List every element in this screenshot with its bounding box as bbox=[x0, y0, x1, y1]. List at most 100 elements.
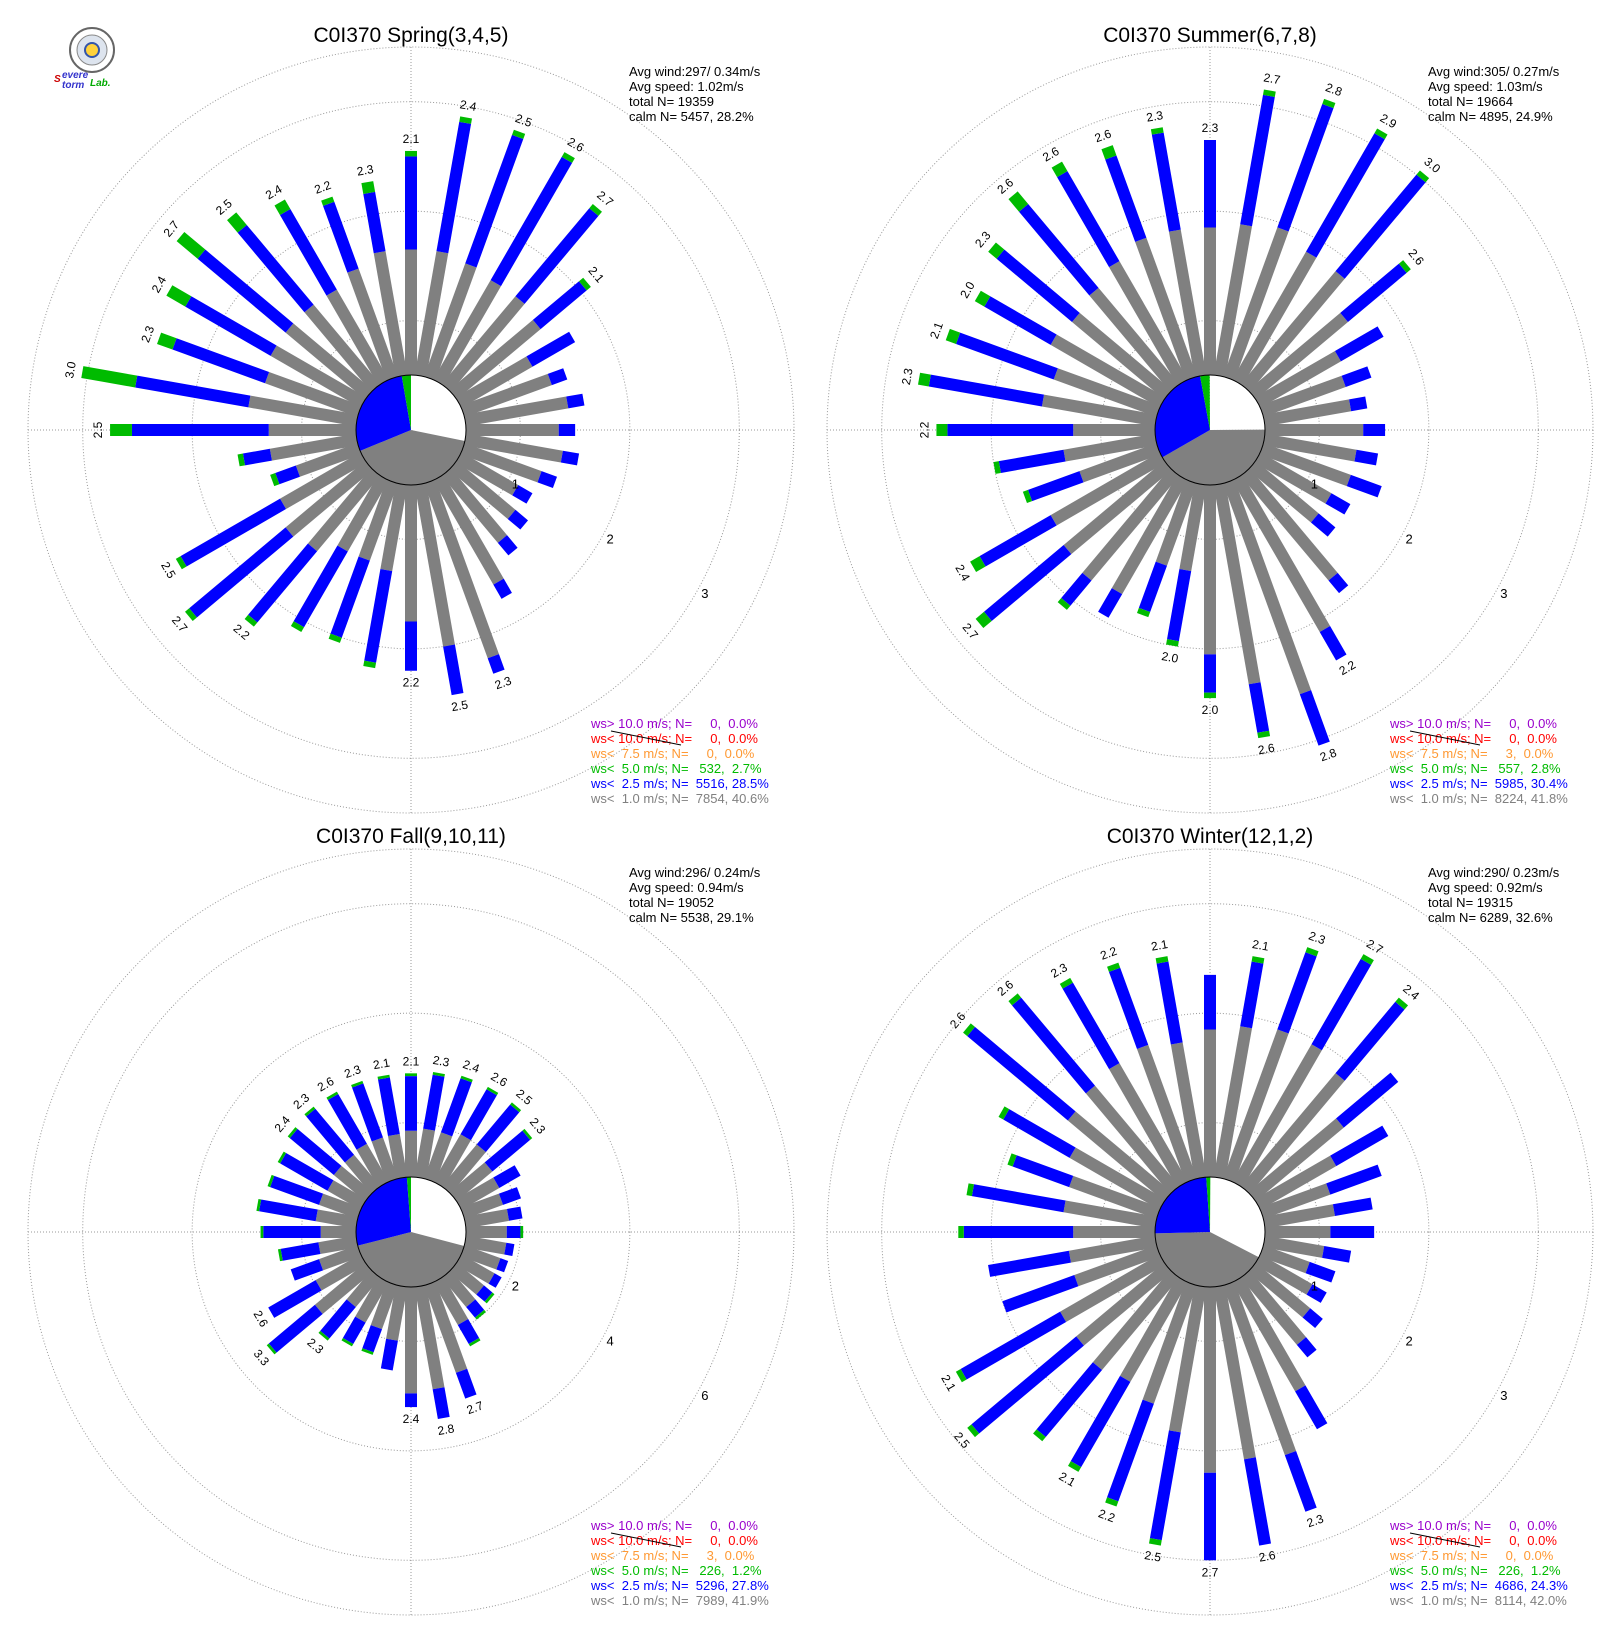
bar-segment bbox=[280, 1242, 321, 1261]
bar-segment bbox=[342, 1316, 366, 1344]
bar-segment bbox=[386, 1285, 408, 1341]
bar-segment bbox=[248, 543, 318, 623]
bar-segment bbox=[1346, 474, 1382, 498]
bar-segment bbox=[432, 1387, 450, 1419]
bar-segment bbox=[433, 1134, 471, 1188]
calm-pie bbox=[1154, 374, 1266, 486]
bar-segment bbox=[504, 1242, 515, 1256]
bar-segment bbox=[1240, 1270, 1307, 1345]
peak-label: 2.6 bbox=[1257, 741, 1276, 758]
direction-bar bbox=[449, 460, 529, 530]
bar-segment bbox=[1142, 1281, 1197, 1404]
bar-segment bbox=[355, 1276, 389, 1323]
peak-label: 2.5 bbox=[1143, 1548, 1162, 1565]
stat-avg-speed: Avg speed: 0.94m/s bbox=[629, 880, 744, 895]
calm-pie bbox=[355, 374, 467, 486]
bar-segment bbox=[327, 1180, 367, 1210]
peak-label: 2.7 bbox=[161, 218, 183, 240]
direction-bar bbox=[1254, 1125, 1389, 1210]
peak-label: 2.6 bbox=[251, 1308, 272, 1330]
bar-segment bbox=[493, 1165, 521, 1188]
ring-label: 3 bbox=[701, 586, 708, 601]
direction-bar bbox=[449, 1262, 495, 1304]
legend-entry: ws> 10.0 m/s; N= 0, 0.0% bbox=[590, 716, 758, 731]
bar-segment bbox=[498, 1187, 522, 1205]
bar-segment bbox=[380, 483, 408, 572]
bar-segment bbox=[1240, 961, 1264, 1029]
bar-segment bbox=[1019, 204, 1099, 296]
direction-bar bbox=[449, 1128, 533, 1202]
bar-segment bbox=[1325, 493, 1351, 515]
bar-segment bbox=[81, 366, 138, 388]
bar-segment bbox=[1155, 956, 1169, 964]
ring-label: 6 bbox=[701, 1388, 708, 1403]
bar-segment bbox=[1012, 1155, 1074, 1188]
bar-segment bbox=[1067, 1111, 1172, 1202]
direction-bar bbox=[1068, 1276, 1188, 1472]
bar-segment bbox=[974, 290, 991, 307]
direction-bar bbox=[464, 1206, 523, 1229]
direction-bar bbox=[455, 1254, 502, 1288]
bar-segment bbox=[488, 1273, 502, 1288]
bar-segment bbox=[1051, 161, 1068, 178]
direction-bar bbox=[455, 1165, 521, 1210]
bar-segment bbox=[515, 208, 599, 304]
bar-segment bbox=[424, 263, 477, 381]
direction-bar bbox=[945, 328, 1161, 417]
direction-bar bbox=[1254, 1254, 1327, 1303]
direction-bar bbox=[290, 474, 389, 633]
bar-segment bbox=[1326, 1164, 1382, 1195]
bar-segment bbox=[441, 468, 508, 543]
direction-bar bbox=[1008, 993, 1180, 1194]
legend-entry: ws< 1.0 m/s; N= 7989, 41.9% bbox=[590, 1593, 769, 1608]
bar-segment bbox=[443, 644, 464, 696]
pie-outline bbox=[1154, 374, 1266, 486]
bar-segment bbox=[560, 450, 580, 466]
bar-segment bbox=[493, 578, 512, 599]
bar-segment bbox=[1068, 1235, 1157, 1263]
bar-segment bbox=[1322, 1246, 1352, 1263]
bar-segment bbox=[270, 473, 280, 487]
range-ring bbox=[191, 1012, 631, 1452]
bar-segment bbox=[1179, 483, 1207, 572]
stat-avg-wind: Avg wind:297/ 0.34m/s bbox=[629, 64, 761, 79]
bar-segment bbox=[244, 614, 258, 627]
bar-segment bbox=[185, 608, 197, 621]
pie-slice bbox=[357, 1232, 465, 1287]
direction-bar bbox=[1223, 1281, 1317, 1512]
peak-label: 2.6 bbox=[1405, 246, 1427, 268]
bar-segment bbox=[1332, 1197, 1373, 1217]
direction-bar bbox=[81, 366, 358, 427]
stat-avg-speed: Avg speed: 0.92m/s bbox=[1428, 880, 1543, 895]
bar-segment bbox=[460, 1075, 473, 1083]
bar-segment bbox=[176, 231, 206, 259]
direction-bar bbox=[1213, 956, 1265, 1179]
pie-slice bbox=[355, 375, 411, 451]
bar-segment bbox=[484, 1130, 531, 1172]
bar-segment bbox=[465, 134, 524, 268]
direction-bar bbox=[274, 199, 389, 386]
bar-segment bbox=[356, 1143, 389, 1188]
bar-segment bbox=[380, 1338, 398, 1371]
bar-segment bbox=[180, 498, 287, 567]
bar-segment bbox=[268, 1280, 322, 1318]
bar-segment bbox=[460, 443, 542, 483]
bar-segment bbox=[287, 1127, 298, 1139]
bar-segment bbox=[347, 268, 398, 381]
peak-label: 2.3 bbox=[138, 324, 157, 345]
bar-segment bbox=[589, 204, 602, 216]
peak-label: 2.7 bbox=[1202, 1565, 1219, 1579]
bar-segment bbox=[1248, 460, 1319, 523]
direction-bar bbox=[1259, 443, 1382, 498]
direction-bar bbox=[256, 1199, 358, 1229]
bar-segment bbox=[1068, 1461, 1082, 1472]
stat-avg-speed: Avg speed: 1.03m/s bbox=[1428, 79, 1543, 94]
bar-segment bbox=[1263, 433, 1357, 462]
legend-entry: ws< 2.5 m/s; N= 5985, 30.4% bbox=[1389, 776, 1568, 791]
peak-label: 2.6 bbox=[994, 175, 1016, 197]
bar-segment bbox=[1063, 1200, 1157, 1229]
pie-slice bbox=[411, 1177, 466, 1247]
direction-bar bbox=[414, 1285, 450, 1419]
direction-bar bbox=[1254, 452, 1351, 515]
